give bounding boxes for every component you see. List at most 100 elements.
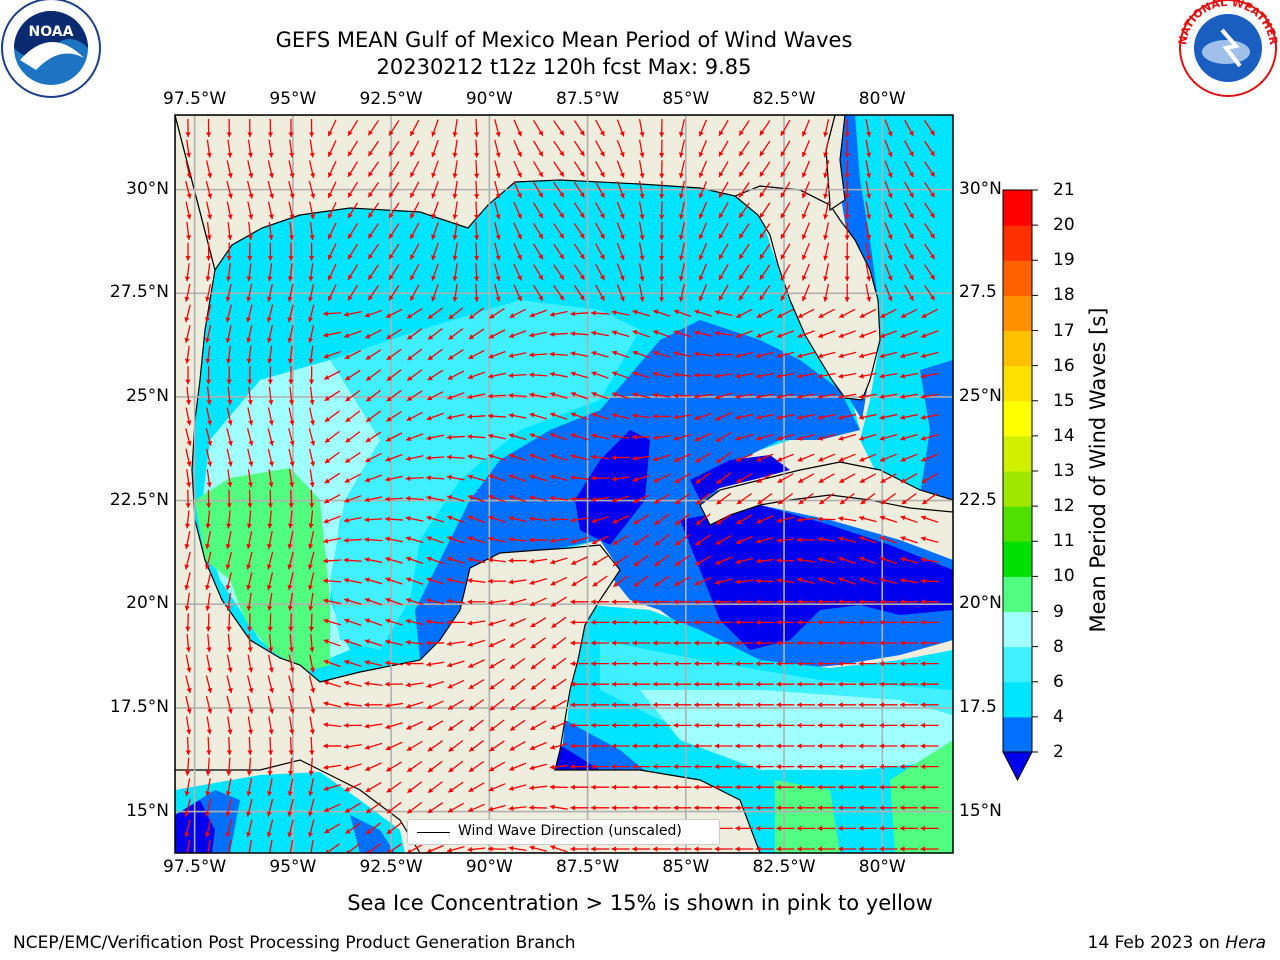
wave-arrow	[474, 283, 480, 302]
wave-arrow	[287, 819, 294, 838]
wave-arrow	[817, 784, 836, 790]
wave-arrow	[405, 536, 424, 544]
wave-arrow	[616, 201, 625, 220]
wave-arrow	[860, 492, 876, 505]
wave-arrow	[427, 369, 444, 381]
wave-arrow	[797, 557, 815, 563]
wave-arrow	[797, 308, 815, 319]
wave-arrow	[185, 428, 192, 446]
wave-arrow	[632, 494, 650, 504]
wave-arrow	[879, 722, 898, 728]
wave-arrow	[611, 640, 630, 646]
wave-arrow	[267, 180, 275, 199]
wave-arrow	[612, 534, 629, 546]
wave-arrow	[673, 453, 691, 462]
wave-arrow	[714, 578, 733, 585]
wave-arrow	[405, 515, 424, 522]
wave-arrow	[797, 681, 815, 687]
map-frame	[174, 114, 954, 854]
wave-arrow	[549, 764, 568, 770]
wave-arrow	[757, 492, 773, 505]
colorbar-segment	[1003, 295, 1032, 331]
wave-arrow	[694, 599, 712, 605]
wave-arrow	[858, 805, 877, 811]
wave-arrow	[595, 264, 605, 281]
wave-arrow	[777, 308, 794, 319]
wave-arrow	[694, 309, 712, 317]
wave-arrow	[859, 536, 877, 544]
sea-ice-note: Sea Ice Concentration > 15% is shown in …	[347, 891, 933, 915]
wave-arrow	[509, 637, 526, 649]
wave-arrow	[529, 805, 548, 811]
latitude-label-left: 15°N	[126, 800, 169, 821]
wave-arrow	[838, 764, 857, 770]
wave-arrow	[844, 221, 850, 241]
wave-arrow	[591, 784, 609, 790]
wave-arrow	[633, 514, 650, 525]
wave-arrow	[529, 309, 547, 318]
wave-arrow	[659, 118, 665, 138]
wave-arrow	[226, 366, 232, 385]
wave-arrow	[513, 140, 522, 158]
wave-arrow	[838, 330, 856, 339]
wave-arrow	[365, 822, 381, 835]
wave-arrow	[184, 283, 191, 302]
wave-arrow	[616, 181, 625, 199]
wave-arrow	[405, 556, 424, 565]
wave-arrow	[268, 633, 274, 653]
wave-arrow	[673, 599, 692, 605]
wave-arrow	[592, 575, 608, 587]
wave-arrow	[205, 366, 212, 385]
colorbar	[1002, 189, 1038, 782]
wave-arrow	[865, 263, 872, 282]
wave-arrow	[406, 844, 423, 853]
wave-arrow	[530, 617, 547, 628]
wave-arrow	[735, 330, 753, 339]
wave-arrow	[755, 578, 774, 584]
wave-arrow	[513, 119, 522, 137]
wave-arrow	[344, 495, 362, 503]
wave-arrow	[307, 798, 315, 817]
wave-arrow	[529, 474, 547, 482]
wave-arrow	[738, 264, 750, 281]
wave-arrow	[185, 716, 192, 735]
wave-arrow	[714, 805, 733, 811]
wave-arrow	[487, 578, 507, 584]
wave-arrow	[529, 763, 548, 771]
wave-arrow	[431, 263, 439, 281]
wave-arrow	[529, 597, 547, 607]
wave-arrow	[365, 389, 381, 402]
wave-arrow	[678, 119, 686, 137]
wave-arrow	[184, 572, 191, 591]
wave-arrow	[227, 386, 233, 405]
wave-arrow	[595, 181, 605, 198]
wave-arrow	[738, 120, 750, 136]
wave-arrow	[777, 492, 794, 505]
wave-arrow	[591, 350, 609, 358]
wave-arrow	[921, 492, 938, 505]
wave-arrow	[488, 783, 506, 792]
wave-arrow	[759, 181, 771, 198]
wave-arrow	[714, 702, 733, 708]
wave-arrow	[858, 722, 877, 728]
wave-arrow	[652, 371, 671, 378]
wave-arrow	[409, 222, 420, 240]
colorbar-tick-label: 12	[1053, 496, 1075, 517]
wave-arrow	[573, 181, 585, 198]
wave-arrow	[817, 805, 836, 811]
wave-arrow	[365, 431, 382, 443]
wave-arrow	[759, 120, 771, 136]
wave-arrow	[801, 140, 811, 158]
wave-arrow	[364, 660, 383, 667]
wave-arrow	[673, 372, 692, 378]
wave-arrow	[345, 410, 361, 423]
wave-arrow	[801, 284, 811, 302]
wave-arrow	[246, 592, 252, 611]
wave-arrow	[529, 372, 548, 378]
wave-arrow	[735, 702, 754, 708]
wave-arrow	[488, 658, 506, 669]
wave-arrow	[324, 823, 341, 834]
wave-arrow	[185, 633, 191, 653]
wave-arrow	[226, 675, 233, 694]
wave-arrow	[632, 702, 651, 708]
